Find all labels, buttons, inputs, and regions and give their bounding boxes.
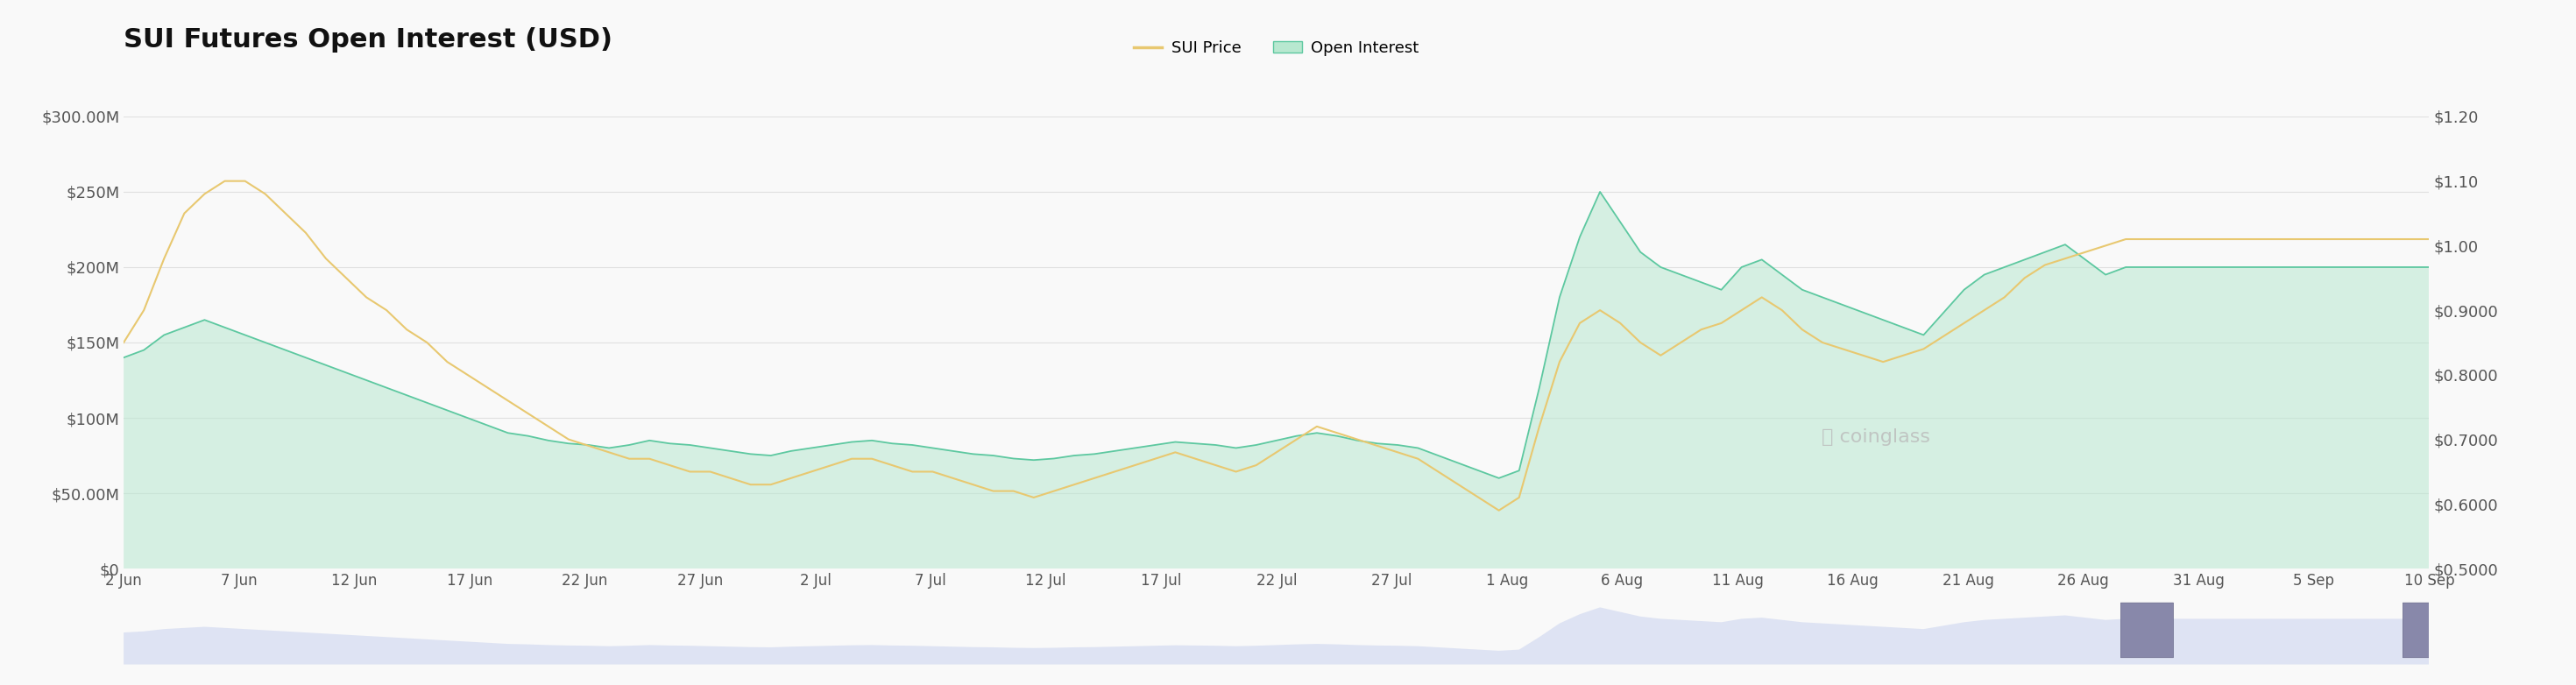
FancyBboxPatch shape bbox=[2120, 603, 2174, 658]
Legend: SUI Price, Open Interest: SUI Price, Open Interest bbox=[1128, 34, 1425, 62]
Text: 💹 coinglass: 💹 coinglass bbox=[1821, 428, 1929, 445]
FancyBboxPatch shape bbox=[2403, 603, 2455, 658]
Text: SUI Futures Open Interest (USD): SUI Futures Open Interest (USD) bbox=[124, 27, 613, 53]
